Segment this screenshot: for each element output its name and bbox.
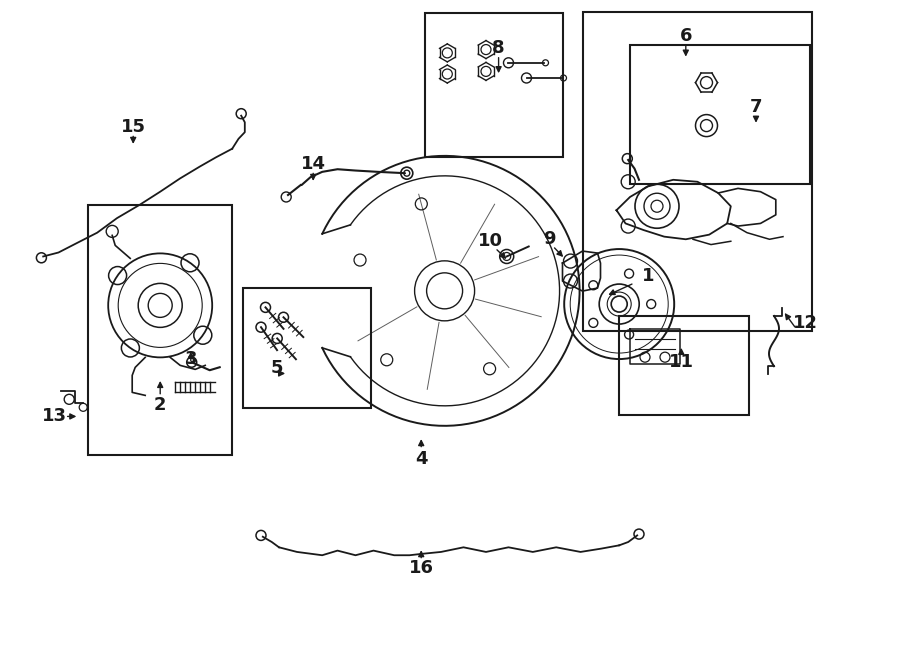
Text: 13: 13	[41, 407, 67, 426]
Text: 15: 15	[121, 118, 146, 136]
Text: 2: 2	[154, 395, 166, 414]
Text: 4: 4	[415, 450, 428, 469]
Bar	[88, 205, 232, 455]
Text: 16: 16	[409, 559, 434, 578]
Bar	[619, 316, 749, 415]
Bar	[630, 45, 810, 184]
Text: 9: 9	[543, 230, 555, 249]
Text: 6: 6	[680, 27, 692, 46]
Text: 10: 10	[478, 232, 503, 251]
Text: 8: 8	[492, 39, 505, 58]
Bar	[583, 12, 812, 330]
Bar	[243, 288, 371, 408]
Text: 7: 7	[750, 98, 762, 116]
Text: 5: 5	[271, 359, 284, 377]
Bar	[425, 13, 563, 157]
Text: 11: 11	[669, 353, 694, 371]
Text: 14: 14	[301, 155, 326, 173]
Text: 12: 12	[793, 313, 818, 332]
Text: 3: 3	[184, 350, 197, 368]
Text: 1: 1	[642, 267, 654, 286]
